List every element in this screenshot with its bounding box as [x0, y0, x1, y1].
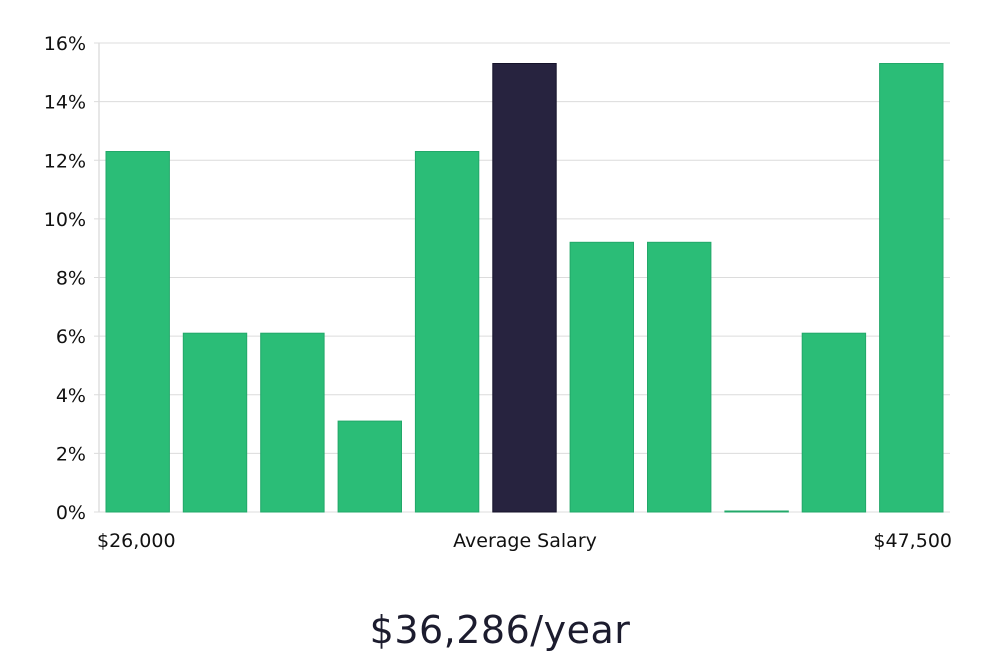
bar-layer: [105, 63, 944, 513]
bar-bin-5: [414, 151, 480, 513]
y-tick-label: 2%: [56, 443, 86, 465]
y-tick-label: 8%: [56, 268, 86, 290]
average-salary-value: $36,286/year: [369, 608, 631, 652]
x-label-max: $47,500: [873, 530, 952, 552]
y-tick-label: 10%: [44, 209, 86, 231]
x-label-min: $26,000: [97, 530, 176, 552]
bar-bin-11: [879, 63, 944, 513]
y-tick-label: 4%: [56, 385, 86, 407]
bar-bin-7: [569, 241, 634, 513]
y-tick-label: 14%: [44, 92, 86, 114]
x-label-average: Average Salary: [453, 530, 597, 552]
salary-distribution-chart: 0% 2% 4% 6% 8% 10% 12% 14% 16% $26,000 Average S…: [44, 33, 952, 552]
y-tick-label: 12%: [44, 150, 86, 172]
y-tick-label: 16%: [44, 33, 86, 55]
bar-bin-2: [182, 332, 248, 513]
bar-average-highlight: [492, 63, 557, 513]
y-axis-ticks: 0% 2% 4% 6% 8% 10% 12% 14% 16%: [44, 33, 86, 524]
bar-bin-4: [337, 420, 403, 513]
y-tick-label: 0%: [56, 502, 86, 524]
bar-bin-8: [647, 241, 712, 513]
bar-bin-1: [105, 151, 170, 513]
y-tick-label: 6%: [56, 326, 86, 348]
bar-bin-9: [724, 510, 789, 513]
bar-bin-3: [260, 332, 325, 513]
bar-bin-10: [801, 332, 867, 513]
